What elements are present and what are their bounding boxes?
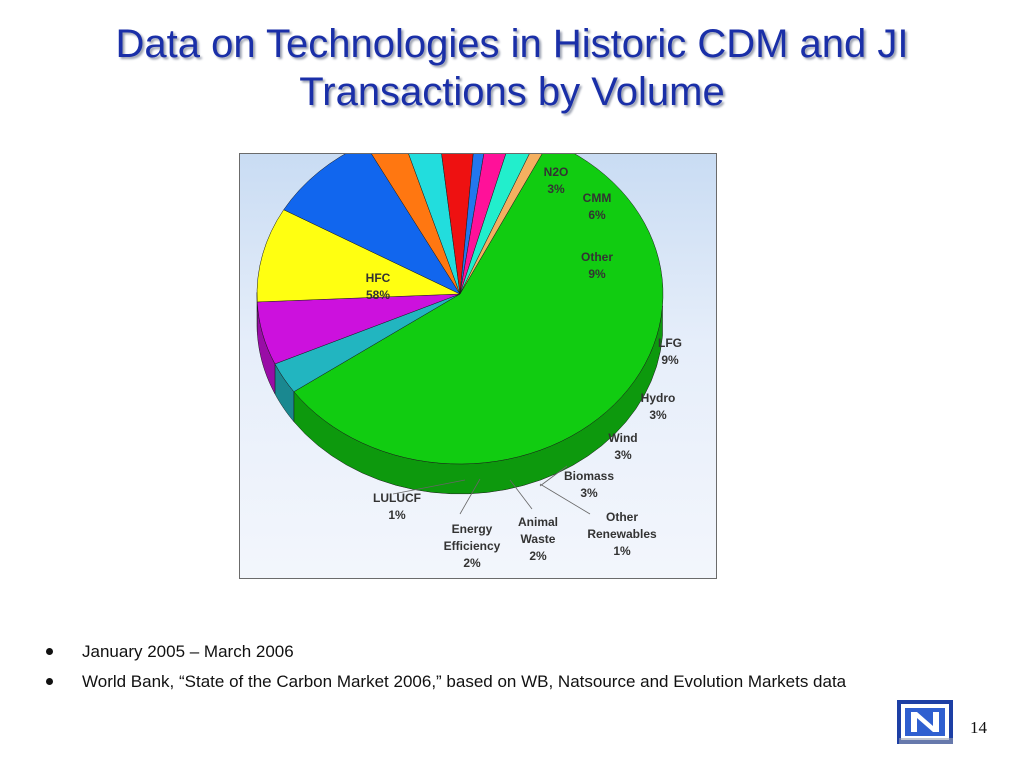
slice-label-hydro: Hydro 3%	[641, 391, 676, 422]
leader-line	[392, 479, 466, 495]
bullet-date-range: January 2005 – March 2006	[42, 640, 942, 663]
title-line-2: Transactions by Volume	[299, 70, 725, 114]
slice-label-hfc: HFC 58%	[366, 271, 391, 302]
pie-slice-other	[256, 209, 461, 303]
pie-slice-hfc	[293, 154, 664, 465]
slide-title: Data on Technologies in Historic CDM and…	[30, 20, 994, 116]
slice-label-other: Other 9%	[581, 250, 613, 281]
title-line-1: Data on Technologies in Historic CDM and…	[115, 22, 909, 66]
pie-slice-hydro	[371, 154, 461, 295]
slice-label-lulucf: LULUCF 1%	[373, 491, 421, 522]
pie-slice-biomass	[441, 154, 474, 295]
leader-line	[509, 479, 533, 510]
slice-label-wind: Wind 3%	[608, 431, 637, 462]
pie-chart: HFC 58% N2O 3% CMM 6% Other 9% LFG 9% Hydro 3% Wind 3…	[239, 153, 717, 579]
slice-label-animal-waste: Animal Waste 2%	[518, 515, 558, 563]
pie-slice-lulucf	[459, 154, 543, 295]
leader-line	[539, 483, 591, 515]
bullet-source: World Bank, “State of the Carbon Market …	[42, 670, 942, 693]
pie-chart-svg: HFC 58% N2O 3% CMM 6% Other 9% LFG 9% Hydro 3%Wind 3…	[256, 154, 682, 570]
pie-slice-lfg	[283, 154, 461, 295]
page-number: 14	[970, 718, 987, 737]
slice-label-energy-efficiency: Energy Efficiency 2%	[444, 522, 501, 570]
slice-label-biomass: Biomass 3%	[564, 469, 614, 500]
slice-label-other-renewables: Other Renewables 1%	[587, 510, 657, 558]
leader-line	[459, 478, 481, 515]
leader-line	[539, 465, 568, 487]
slice-label-n2o: N2O 3%	[544, 165, 569, 196]
slice-label-cmm: CMM 6%	[583, 191, 612, 222]
company-logo-icon	[897, 700, 953, 744]
slice-label-lfg: LFG 9%	[658, 336, 682, 367]
pie-slice-wind	[408, 154, 461, 295]
bullet-list: January 2005 – March 2006 World Bank, “S…	[42, 640, 942, 700]
